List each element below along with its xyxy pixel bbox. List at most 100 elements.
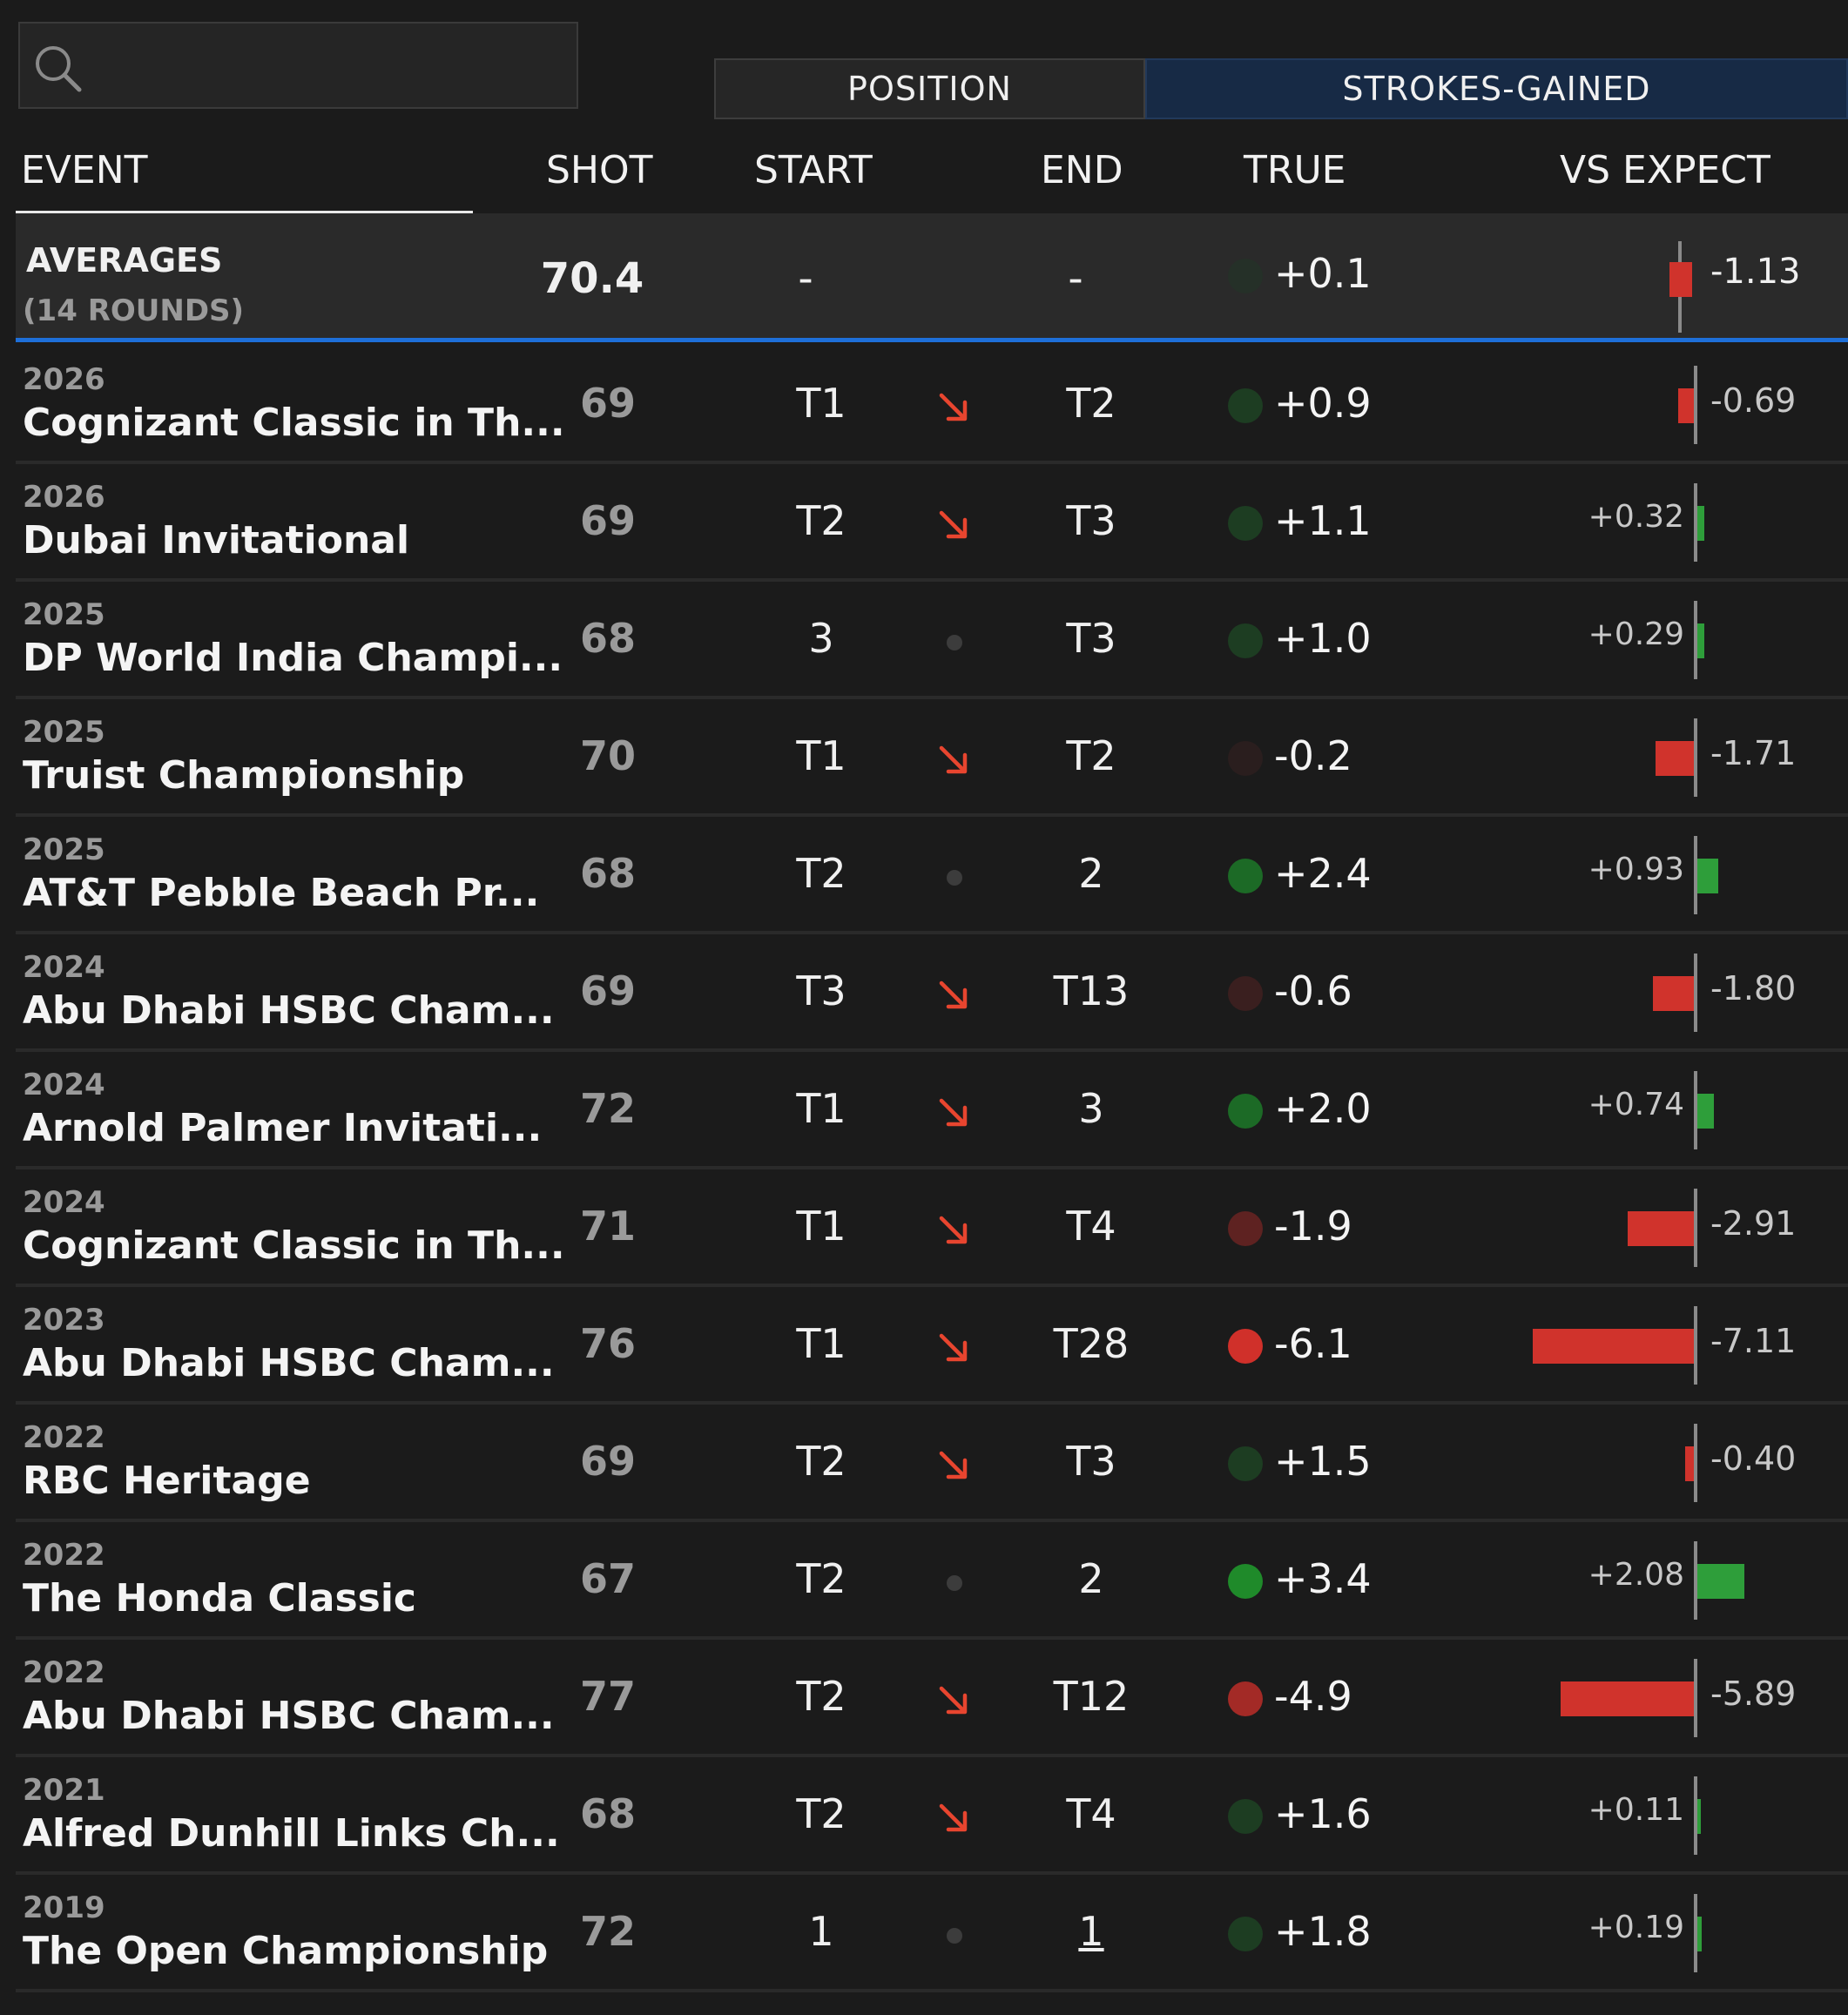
start-position: T2 — [796, 1673, 846, 1720]
table-row[interactable]: 2019 The Open Championship 72 1 1 +1.8 +… — [16, 1875, 1848, 1992]
column-header-vs-expect[interactable]: VS EXPECT — [1560, 147, 1770, 192]
table-row[interactable]: 2022 The Honda Classic 67 T2 2 +3.4 +2.0… — [16, 1522, 1848, 1640]
vs-expect-value: +0.19 — [1588, 1910, 1684, 1945]
true-sg-dot — [1228, 976, 1263, 1011]
vs-expect-axis — [1694, 366, 1697, 444]
true-sg-value: -4.9 — [1274, 1673, 1352, 1720]
event-name[interactable]: Dubai Invitational — [23, 518, 410, 563]
true-sg-dot — [1228, 388, 1263, 423]
event-name[interactable]: AT&T Pebble Beach Pr... — [23, 871, 540, 915]
end-position-value: T4 — [1066, 1790, 1116, 1837]
column-header-event[interactable]: EVENT — [21, 147, 148, 192]
event-name[interactable]: Abu Dhabi HSBC Cham... — [23, 1341, 555, 1385]
event-year: 2022 — [23, 1420, 105, 1455]
shot-score: 68 — [579, 850, 636, 897]
column-header-shot[interactable]: SHOT — [546, 147, 653, 192]
table-row[interactable]: 2023 Abu Dhabi HSBC Cham... 76 T1 T28 -6… — [16, 1287, 1848, 1405]
event-name[interactable]: Abu Dhabi HSBC Cham... — [23, 988, 555, 1033]
true-sg-dot — [1228, 1681, 1263, 1716]
strokes-gained-toggle-button[interactable]: STROKES-GAINED — [1145, 58, 1848, 119]
vs-expect-value: -1.80 — [1710, 969, 1797, 1008]
table-row[interactable]: 2025 Truist Championship 70 T1 T2 -0.2 -… — [16, 699, 1848, 817]
event-name[interactable]: The Open Championship — [23, 1929, 549, 1973]
table-row[interactable]: 2021 Alfred Dunhill Links Ch... 68 T2 T4… — [16, 1757, 1848, 1875]
table-row[interactable]: 2024 Arnold Palmer Invitati... 72 T1 3 +… — [16, 1052, 1848, 1169]
table-row[interactable]: 2025 AT&T Pebble Beach Pr... 68 T2 2 +2.… — [16, 817, 1848, 934]
vs-expect-bar — [1697, 1564, 1745, 1599]
end-position-value: 2 — [1078, 850, 1104, 897]
end-position: 2 — [1026, 1555, 1157, 1607]
sort-indicator — [16, 211, 473, 215]
table-row[interactable]: 2022 Abu Dhabi HSBC Cham... 77 T2 T12 -4… — [16, 1640, 1848, 1757]
end-position-value: 1 — [1078, 1908, 1104, 1955]
true-sg-value: -0.2 — [1274, 732, 1352, 779]
column-header-start[interactable]: START — [754, 147, 873, 192]
true-sg-dot — [1228, 506, 1263, 541]
averages-start: - — [798, 254, 813, 303]
end-position-value: T4 — [1066, 1203, 1116, 1250]
end-position-value: 3 — [1078, 1085, 1104, 1132]
start-position: T1 — [796, 380, 846, 427]
column-header-true[interactable]: TRUE — [1244, 147, 1346, 192]
end-position: T3 — [1026, 497, 1157, 549]
position-toggle-button[interactable]: POSITION — [714, 58, 1145, 119]
vs-expect-value: -0.69 — [1710, 381, 1797, 420]
averages-label: AVERAGES — [26, 241, 223, 280]
true-sg-dot — [1228, 1329, 1263, 1364]
table-row[interactable]: 2026 Dubai Invitational 69 T2 T3 +1.1 +0… — [16, 464, 1848, 582]
vs-expect-value: +0.93 — [1588, 852, 1684, 887]
end-position-value: T13 — [1053, 967, 1130, 1014]
column-header-end[interactable]: END — [1041, 147, 1123, 192]
event-name[interactable]: Truist Championship — [23, 753, 465, 798]
vs-expect-axis — [1694, 836, 1697, 914]
end-position: T3 — [1026, 1438, 1157, 1490]
vs-expect-bar — [1697, 506, 1705, 541]
search-input[interactable] — [18, 22, 578, 109]
table-row[interactable]: 2025 DP World India Champi... 68 3 T3 +1… — [16, 582, 1848, 699]
arrow-down-right-icon — [939, 1333, 968, 1362]
true-sg-value: -6.1 — [1274, 1320, 1352, 1367]
event-year: 2025 — [23, 715, 105, 750]
event-year: 2024 — [23, 1185, 105, 1220]
vs-expect-axis — [1694, 1424, 1697, 1502]
table-row[interactable]: 2022 RBC Heritage 69 T2 T3 +1.5 -0.40 — [16, 1405, 1848, 1522]
vs-expect-bar — [1655, 741, 1694, 776]
event-year: 2024 — [23, 950, 105, 985]
end-position[interactable]: 1 — [1026, 1908, 1157, 1960]
table-row[interactable]: 2024 Abu Dhabi HSBC Cham... 69 T3 T13 -0… — [16, 934, 1848, 1052]
true-sg-dot — [1228, 1094, 1263, 1129]
table-row[interactable]: 2024 Cognizant Classic in Th... 71 T1 T4… — [16, 1169, 1848, 1287]
true-sg-value: -0.6 — [1274, 967, 1352, 1014]
event-name[interactable]: Arnold Palmer Invitati... — [23, 1106, 543, 1150]
vs-expect-bar — [1678, 388, 1694, 423]
arrow-down-right-icon — [939, 981, 968, 1009]
vs-expect-bar — [1697, 623, 1704, 658]
event-name[interactable]: Cognizant Classic in Th... — [23, 401, 565, 445]
event-name[interactable]: The Honda Classic — [23, 1576, 416, 1621]
true-sg-value: +2.0 — [1274, 1085, 1372, 1132]
event-name[interactable]: RBC Heritage — [23, 1459, 311, 1503]
true-sg-value: +1.1 — [1274, 497, 1372, 544]
true-sg-dot — [1228, 859, 1263, 893]
event-name[interactable]: Alfred Dunhill Links Ch... — [23, 1811, 560, 1856]
vs-expect-axis — [1694, 1659, 1697, 1737]
end-position: T4 — [1026, 1203, 1157, 1255]
vs-expect-bar — [1697, 1917, 1702, 1951]
event-name[interactable]: Abu Dhabi HSBC Cham... — [23, 1694, 555, 1738]
search-icon — [36, 46, 82, 92]
shot-score: 67 — [579, 1555, 636, 1602]
event-name[interactable]: DP World India Champi... — [23, 636, 563, 680]
end-position: T13 — [1026, 967, 1157, 1020]
averages-shot: 70.4 — [540, 254, 644, 303]
shot-score: 72 — [579, 1908, 636, 1955]
shot-score: 77 — [579, 1673, 636, 1720]
vs-expect-axis — [1694, 1894, 1697, 1972]
event-year: 2022 — [23, 1655, 105, 1690]
vs-expect-value: +0.32 — [1588, 499, 1684, 535]
arrow-down-right-icon — [939, 1216, 968, 1244]
event-name[interactable]: Cognizant Classic in Th... — [23, 1223, 565, 1268]
averages-vs-bar — [1669, 262, 1692, 297]
averages-true: +0.1 — [1274, 250, 1372, 297]
table-row[interactable]: 2026 Cognizant Classic in Th... 69 T1 T2… — [16, 347, 1848, 464]
end-position-value: T3 — [1066, 615, 1116, 662]
